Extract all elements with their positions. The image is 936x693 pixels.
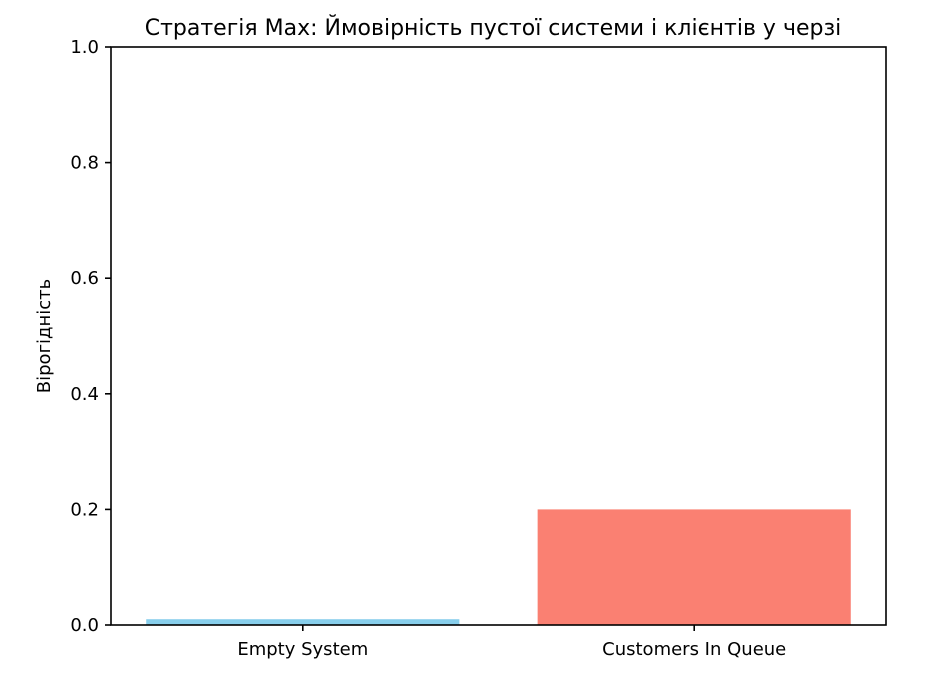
y-tick-label: 0.6 <box>70 268 99 289</box>
x-tick-label: Empty System <box>237 639 368 660</box>
bar-empty-system <box>146 619 460 625</box>
y-tick-label: 0.2 <box>70 499 99 520</box>
bar-customers-in-queue <box>537 509 851 625</box>
y-tick-label: 0.4 <box>70 384 99 405</box>
y-tick-label: 0.8 <box>70 153 99 174</box>
y-tick-label: 1.0 <box>70 37 99 58</box>
x-tick-label: Customers In Queue <box>602 639 786 660</box>
chart-title: Стратегія Max: Ймовірність пустої систем… <box>145 15 842 41</box>
axes-frame <box>110 46 887 626</box>
y-axis-label: Вірогідність <box>34 279 55 393</box>
plot-area: 0.0 0.2 0.4 0.6 0.8 1.0 Empty System Customers … <box>70 37 887 660</box>
y-tick-label: 0.0 <box>70 615 99 636</box>
